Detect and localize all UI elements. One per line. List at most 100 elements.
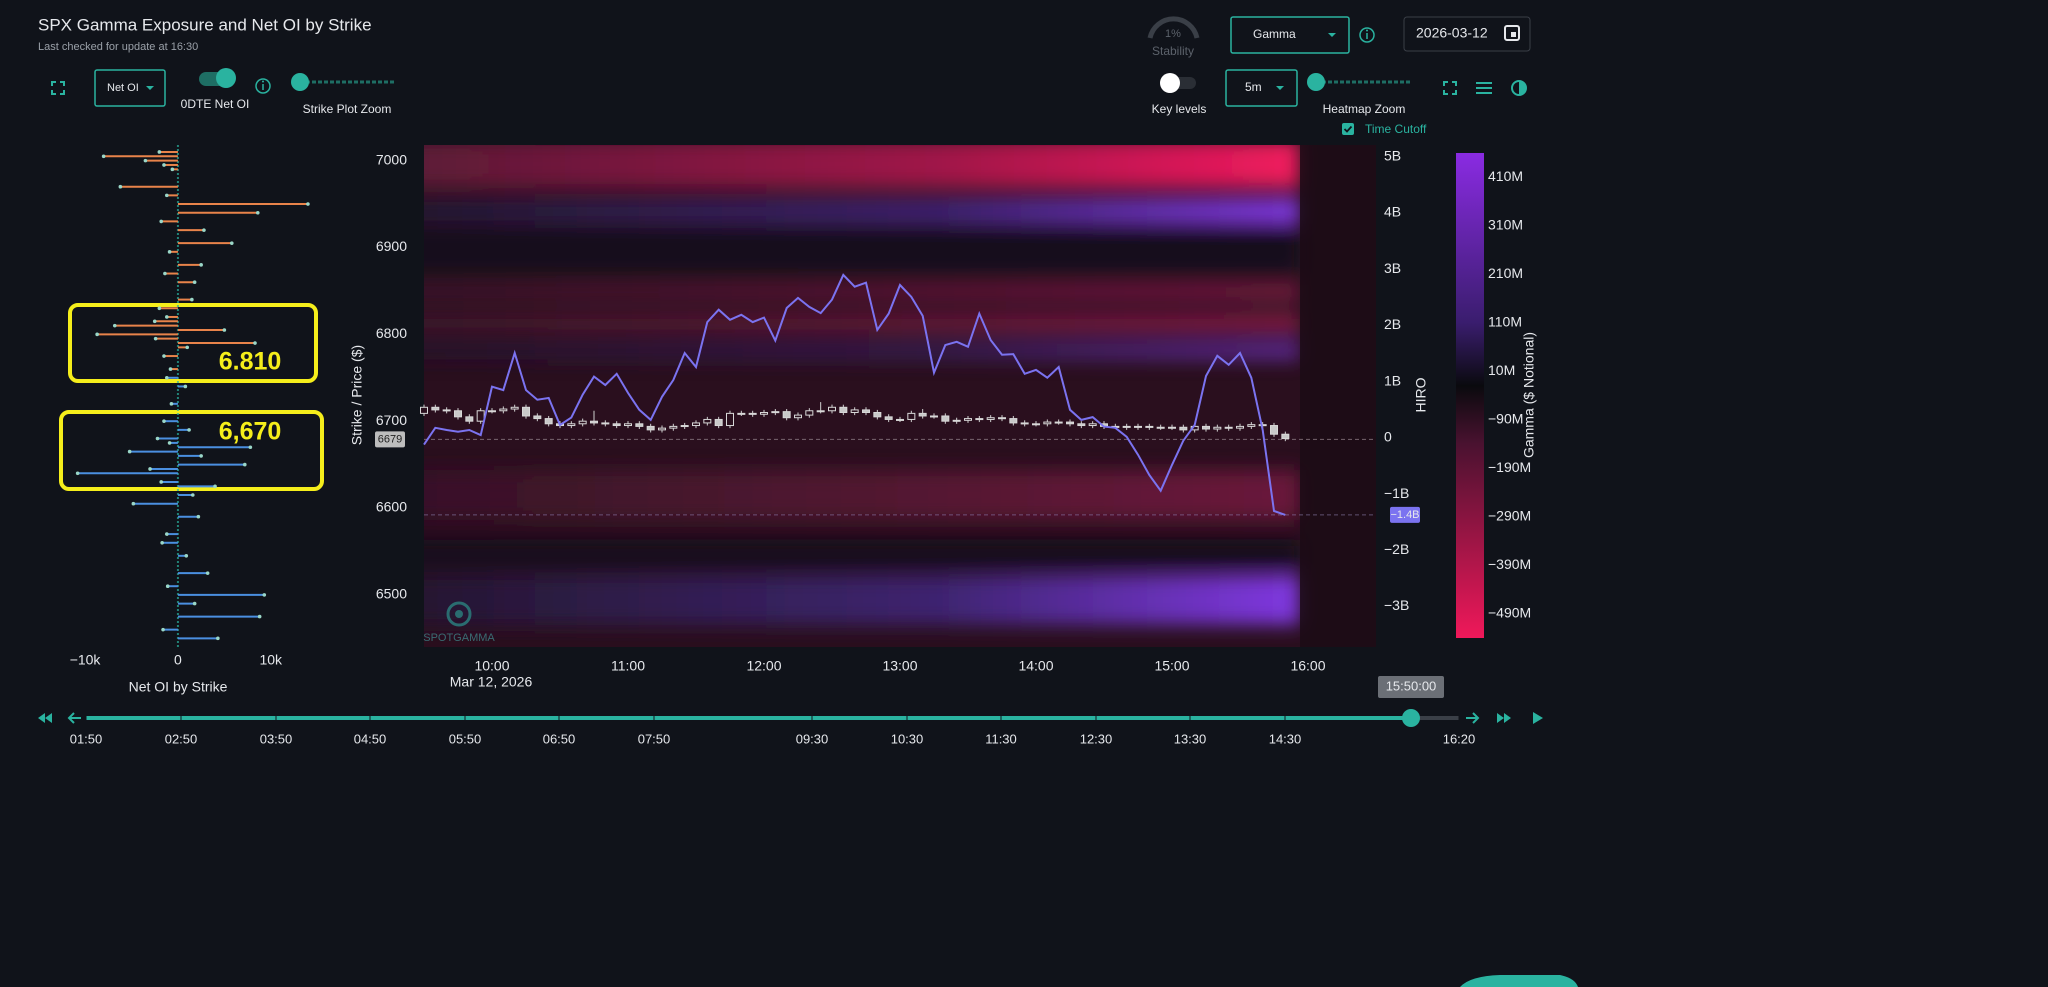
oi-bar-end <box>162 354 166 358</box>
timeline-label: 12:30 <box>1080 731 1113 746</box>
settings-button[interactable] <box>1476 82 1492 94</box>
y-tick-label: 6800 <box>376 325 407 341</box>
date-picker[interactable]: 2026-03-12 <box>1403 16 1531 52</box>
timeline-thumb[interactable] <box>1402 709 1420 727</box>
y2-tick-label: 3B <box>1384 260 1401 276</box>
candle-body <box>601 422 610 425</box>
candle-body <box>1077 423 1086 427</box>
heatmap <box>424 145 1376 647</box>
fullscreen-button[interactable] <box>1443 81 1457 95</box>
candle-body <box>862 409 870 414</box>
info-icon[interactable] <box>255 78 271 94</box>
oi-bar-end <box>159 480 164 484</box>
oi-bar-end <box>152 319 157 324</box>
gamma-select[interactable]: Gamma <box>1230 16 1350 54</box>
candle-body <box>1145 425 1154 428</box>
date-label: Mar 12, 2026 <box>450 674 533 690</box>
key-levels-toggle[interactable] <box>1160 73 1196 93</box>
oi-bar-end <box>162 419 166 423</box>
oi-bar-end <box>153 336 158 341</box>
y2-tick-label: 4B <box>1384 204 1401 220</box>
candle-body <box>1179 426 1188 431</box>
contrast-button[interactable] <box>1511 80 1527 96</box>
candle-body <box>533 415 542 420</box>
oi-bar-end <box>163 271 167 276</box>
y-tick-label: 6500 <box>376 586 407 602</box>
x-tick-label: 10:00 <box>474 658 509 674</box>
oi-bar-end <box>202 228 206 232</box>
candle-body <box>726 412 734 427</box>
subtitle: Last checked for update at 16:30 <box>38 41 198 53</box>
candle-body <box>907 412 916 420</box>
oi-bar-end <box>165 584 170 589</box>
candle-body <box>590 420 598 424</box>
stability-label: Stability <box>1152 44 1194 58</box>
x-tick-label: −10k <box>70 652 102 668</box>
candle-body <box>1043 421 1052 425</box>
candle-body <box>544 418 553 425</box>
candle-body <box>873 412 882 418</box>
chat-button[interactable] <box>1460 975 1578 987</box>
candle-body <box>1168 426 1176 429</box>
colorbar-tick-label: −490M <box>1488 604 1531 620</box>
fullscreen-button[interactable] <box>51 81 65 95</box>
timeline-label: 07:50 <box>638 731 671 746</box>
oi-bar-end <box>167 250 172 254</box>
oi-bar-end <box>185 345 190 350</box>
colorbar-label: Gamma ($ Notional) <box>1521 332 1537 458</box>
fast-forward-button[interactable] <box>1497 713 1511 723</box>
net-oi-select[interactable]: Net OI <box>94 69 166 107</box>
step-forward-button[interactable] <box>1466 712 1480 724</box>
oi-bar-end <box>164 315 169 319</box>
candle-body <box>488 410 496 413</box>
play-button[interactable] <box>1533 712 1543 724</box>
candle-body <box>771 411 780 414</box>
timeline-label: 11:30 <box>985 731 1017 746</box>
annotation: 6,670 <box>219 418 282 446</box>
candle-body <box>431 406 440 411</box>
rewind-button[interactable] <box>38 713 52 723</box>
heatmap-zoom-slider[interactable] <box>1307 73 1411 91</box>
step-back-button[interactable] <box>67 712 81 724</box>
y-tick-label: 6600 <box>376 499 407 515</box>
oi-bar-end <box>192 280 197 285</box>
candle-body <box>1009 418 1018 424</box>
y-axis-title: Strike / Price ($) <box>349 345 365 445</box>
candle-body <box>986 417 995 420</box>
candle-body <box>612 423 621 427</box>
oi-bar-end <box>118 184 123 189</box>
strike-zoom-slider[interactable] <box>291 73 396 91</box>
interval-select[interactable]: 5m <box>1225 69 1298 107</box>
timeline-label: 05:50 <box>449 731 482 746</box>
timeline-label: 13:30 <box>1174 731 1207 746</box>
x-tick-label: 0 <box>174 652 182 668</box>
colorbar-tick-label: 110M <box>1488 313 1522 329</box>
checkbox-label: Time Cutoff <box>1365 122 1427 136</box>
oi-bar-end <box>262 593 267 597</box>
candle-body <box>998 417 1006 420</box>
info-icon[interactable] <box>1359 27 1375 43</box>
oi-bar-end <box>112 323 117 328</box>
oi-bar-end <box>95 332 99 337</box>
candle-body <box>454 410 462 418</box>
hiro-line <box>423 273 1286 516</box>
candle-body <box>850 409 859 414</box>
oi-bar-end <box>192 601 197 606</box>
candle-body <box>669 425 678 429</box>
candle-body <box>1156 426 1165 429</box>
oi-bar-end <box>213 484 217 489</box>
select-value: Net OI <box>107 82 139 94</box>
candle-body <box>952 419 961 422</box>
y2-tick-label: 5B <box>1384 148 1401 164</box>
time-cutoff-checkbox[interactable] <box>1342 123 1354 135</box>
candle-body <box>1054 421 1063 424</box>
y2-tick-label: 0 <box>1384 429 1392 445</box>
odte-toggle[interactable] <box>199 68 236 88</box>
oi-bar-end <box>222 328 227 332</box>
oi-bar-end <box>196 514 201 519</box>
annotation-box <box>68 303 318 383</box>
timeline-label: 09:30 <box>796 731 829 746</box>
candle-body <box>465 416 474 422</box>
candle-body <box>805 410 814 416</box>
